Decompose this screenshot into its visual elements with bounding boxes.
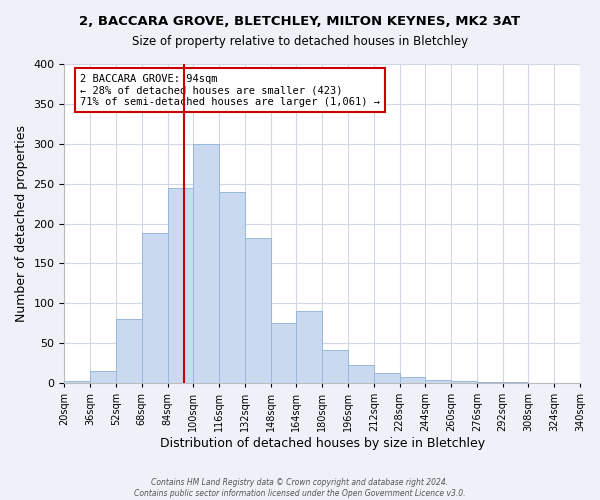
- Bar: [477, 382, 503, 383]
- Bar: [271, 323, 296, 383]
- Text: Size of property relative to detached houses in Bletchley: Size of property relative to detached ho…: [132, 35, 468, 48]
- Bar: [322, 350, 348, 383]
- Text: 2, BACCARA GROVE, BLETCHLEY, MILTON KEYNES, MK2 3AT: 2, BACCARA GROVE, BLETCHLEY, MILTON KEYN…: [79, 15, 521, 28]
- Bar: [296, 312, 322, 383]
- Bar: [219, 192, 245, 383]
- Bar: [348, 366, 374, 383]
- Bar: [167, 188, 193, 383]
- X-axis label: Distribution of detached houses by size in Bletchley: Distribution of detached houses by size …: [160, 437, 485, 450]
- Bar: [451, 382, 477, 383]
- Text: Contains HM Land Registry data © Crown copyright and database right 2024.
Contai: Contains HM Land Registry data © Crown c…: [134, 478, 466, 498]
- Bar: [400, 378, 425, 383]
- Bar: [503, 382, 529, 383]
- Bar: [64, 380, 90, 383]
- Bar: [193, 144, 219, 383]
- Bar: [425, 380, 451, 383]
- Text: 2 BACCARA GROVE: 94sqm
← 28% of detached houses are smaller (423)
71% of semi-de: 2 BACCARA GROVE: 94sqm ← 28% of detached…: [80, 74, 380, 107]
- Bar: [374, 374, 400, 383]
- Bar: [116, 319, 142, 383]
- Y-axis label: Number of detached properties: Number of detached properties: [15, 125, 28, 322]
- Bar: [245, 238, 271, 383]
- Bar: [90, 371, 116, 383]
- Bar: [142, 233, 167, 383]
